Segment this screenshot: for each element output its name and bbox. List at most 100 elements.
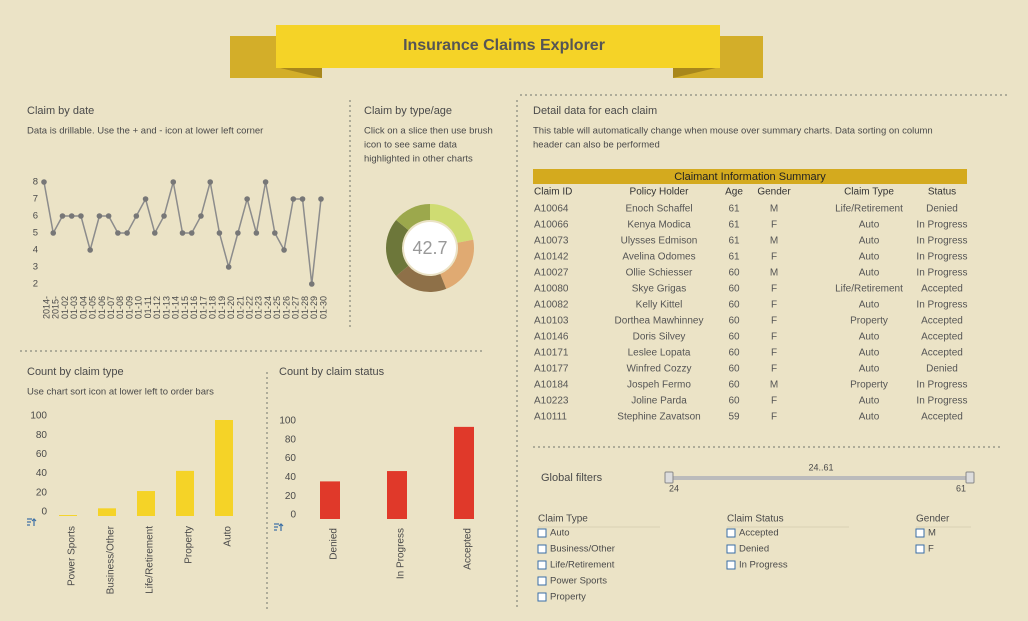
point[interactable] [152, 230, 158, 236]
column-header[interactable]: Age [725, 187, 743, 198]
table-cell: Denied [926, 204, 958, 215]
y-tick-label: 40 [285, 472, 297, 483]
bar[interactable] [454, 426, 474, 519]
y-tick-label: 6 [33, 211, 38, 222]
bar[interactable] [137, 491, 155, 516]
point[interactable] [96, 213, 103, 219]
bar[interactable] [215, 420, 233, 516]
point[interactable] [207, 179, 213, 185]
table-cell: 60 [728, 380, 740, 391]
y-tick-label: 0 [41, 507, 47, 518]
table-cell: A10066 [534, 220, 569, 231]
sort-icon[interactable] [27, 518, 37, 526]
point[interactable] [115, 230, 121, 236]
point[interactable] [68, 213, 75, 219]
point[interactable] [299, 196, 306, 202]
center-disc [404, 222, 456, 274]
checkbox[interactable] [537, 576, 547, 586]
point[interactable] [253, 230, 260, 236]
filter-group-title: Claim Status [727, 514, 784, 525]
table-cell: 60 [728, 300, 740, 311]
x-tick-label: 01-11 [143, 296, 153, 318]
range-handle[interactable] [965, 471, 975, 484]
y-tick-label: 2 [33, 279, 38, 290]
checkbox[interactable] [726, 560, 736, 570]
point[interactable] [290, 196, 297, 202]
checkbox[interactable] [915, 528, 925, 538]
range-min: 24 [669, 483, 679, 493]
point[interactable] [188, 230, 195, 236]
table-cell: Property [850, 380, 888, 391]
checkbox[interactable] [726, 544, 736, 554]
point[interactable] [133, 213, 140, 219]
point[interactable] [198, 213, 204, 219]
bar[interactable] [176, 470, 194, 516]
table-cell: In Progress [916, 236, 967, 247]
sort-icon[interactable] [274, 523, 284, 531]
column-header[interactable]: Claim Type [844, 187, 894, 198]
checkbox[interactable] [915, 544, 925, 554]
table-cell: In Progress [916, 380, 967, 391]
point[interactable] [272, 230, 278, 236]
ribbon-fold [673, 67, 720, 78]
table-cell: Accepted [921, 332, 963, 343]
point[interactable] [170, 179, 177, 185]
slice[interactable] [440, 239, 474, 289]
point[interactable] [105, 213, 112, 219]
point[interactable] [87, 247, 93, 253]
point[interactable] [244, 196, 250, 202]
column-header[interactable]: Gender [757, 187, 791, 198]
panel-description: icon to see same data [364, 140, 458, 151]
table-cell: F [771, 252, 777, 263]
slice[interactable] [385, 219, 409, 277]
point[interactable] [142, 196, 149, 202]
checkbox[interactable] [537, 560, 547, 570]
bar[interactable] [98, 508, 116, 516]
checkbox[interactable] [537, 592, 547, 602]
point[interactable] [78, 213, 84, 219]
bar[interactable] [59, 515, 77, 516]
point[interactable] [216, 230, 223, 236]
table-cell: Auto [859, 300, 880, 311]
point[interactable] [308, 281, 315, 287]
y-tick-label: 40 [36, 468, 48, 479]
table-cell: Auto [859, 268, 880, 279]
table-cell: Dorthea Mawhinney [615, 316, 704, 327]
table-cell: Property [850, 316, 888, 327]
filter-option: Power Sports [550, 576, 607, 587]
point[interactable] [161, 213, 167, 219]
x-tick-label: 01-12 [152, 296, 162, 319]
table-cell: Life/Retirement [835, 284, 903, 295]
slice[interactable] [396, 265, 447, 292]
point[interactable] [225, 264, 232, 270]
checkbox[interactable] [537, 544, 547, 554]
point[interactable] [281, 247, 287, 253]
bar[interactable] [387, 471, 407, 519]
checkbox[interactable] [726, 528, 736, 538]
column-header[interactable]: Policy Holder [630, 187, 690, 198]
point[interactable] [235, 230, 241, 236]
x-tick-label: 2015- [51, 296, 61, 319]
filters-title: Global filters [541, 472, 603, 484]
x-tick-label: Life/Retirement [145, 526, 156, 594]
slice[interactable] [396, 204, 430, 231]
point[interactable] [41, 179, 47, 185]
x-tick-label: 01-08 [115, 296, 125, 319]
point[interactable] [262, 179, 269, 185]
checkbox[interactable] [537, 528, 547, 538]
point[interactable] [318, 196, 324, 202]
table-cell: M [770, 380, 778, 391]
bar[interactable] [320, 481, 340, 519]
column-header[interactable]: Status [928, 187, 956, 198]
column-header[interactable]: Claim ID [534, 187, 572, 198]
point[interactable] [179, 230, 186, 236]
point[interactable] [59, 213, 66, 219]
slice[interactable] [430, 204, 474, 243]
x-tick-label: 01-27 [291, 296, 301, 319]
point[interactable] [124, 230, 130, 236]
y-tick-label: 8 [33, 177, 38, 188]
filter-option: Accepted [739, 528, 779, 539]
point[interactable] [50, 230, 57, 236]
range-handle[interactable] [664, 471, 674, 484]
table-cell: Doris Silvey [633, 332, 686, 343]
